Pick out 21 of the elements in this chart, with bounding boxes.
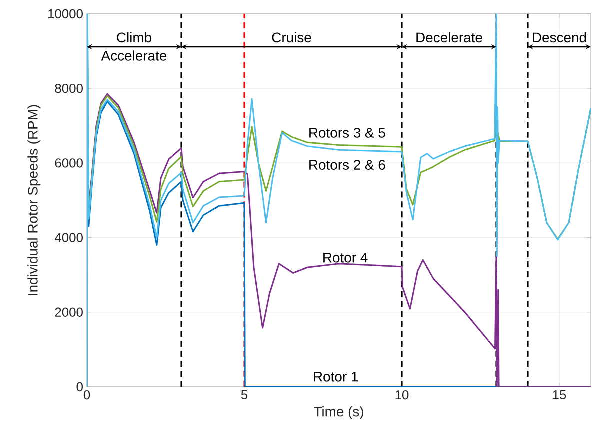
annotation: Climb <box>117 32 152 43</box>
y-tick-label: 6000 <box>55 158 83 168</box>
series-label: Rotor 1 <box>314 372 358 382</box>
x-axis-title: Time (s) <box>314 406 364 420</box>
y-tick-label: 0 <box>76 382 83 392</box>
series-label: Rotors 3 & 5 <box>310 128 386 138</box>
x-tick-label: 5 <box>241 390 248 400</box>
y-tick-label: 2000 <box>55 308 83 317</box>
annotation: Accelerate <box>101 50 167 61</box>
series-label: Rotor 4 <box>324 253 368 263</box>
y-tick-label: 4000 <box>54 233 83 242</box>
annotation: Cruise <box>272 32 312 43</box>
x-tick-label: 10 <box>396 390 409 400</box>
annotation: Descend <box>533 32 586 43</box>
y-tick-label: 10000 <box>48 9 83 19</box>
annotation: Decelerate <box>416 32 482 43</box>
x-tick-label: 15 <box>553 390 566 400</box>
y-tick-label: 8000 <box>55 84 83 94</box>
series-label: Rotors 2 & 6 <box>310 160 386 170</box>
y-axis-title: Individual Rotor Speeds (RPM) <box>28 105 41 296</box>
x-tick-label: 0 <box>84 390 90 400</box>
